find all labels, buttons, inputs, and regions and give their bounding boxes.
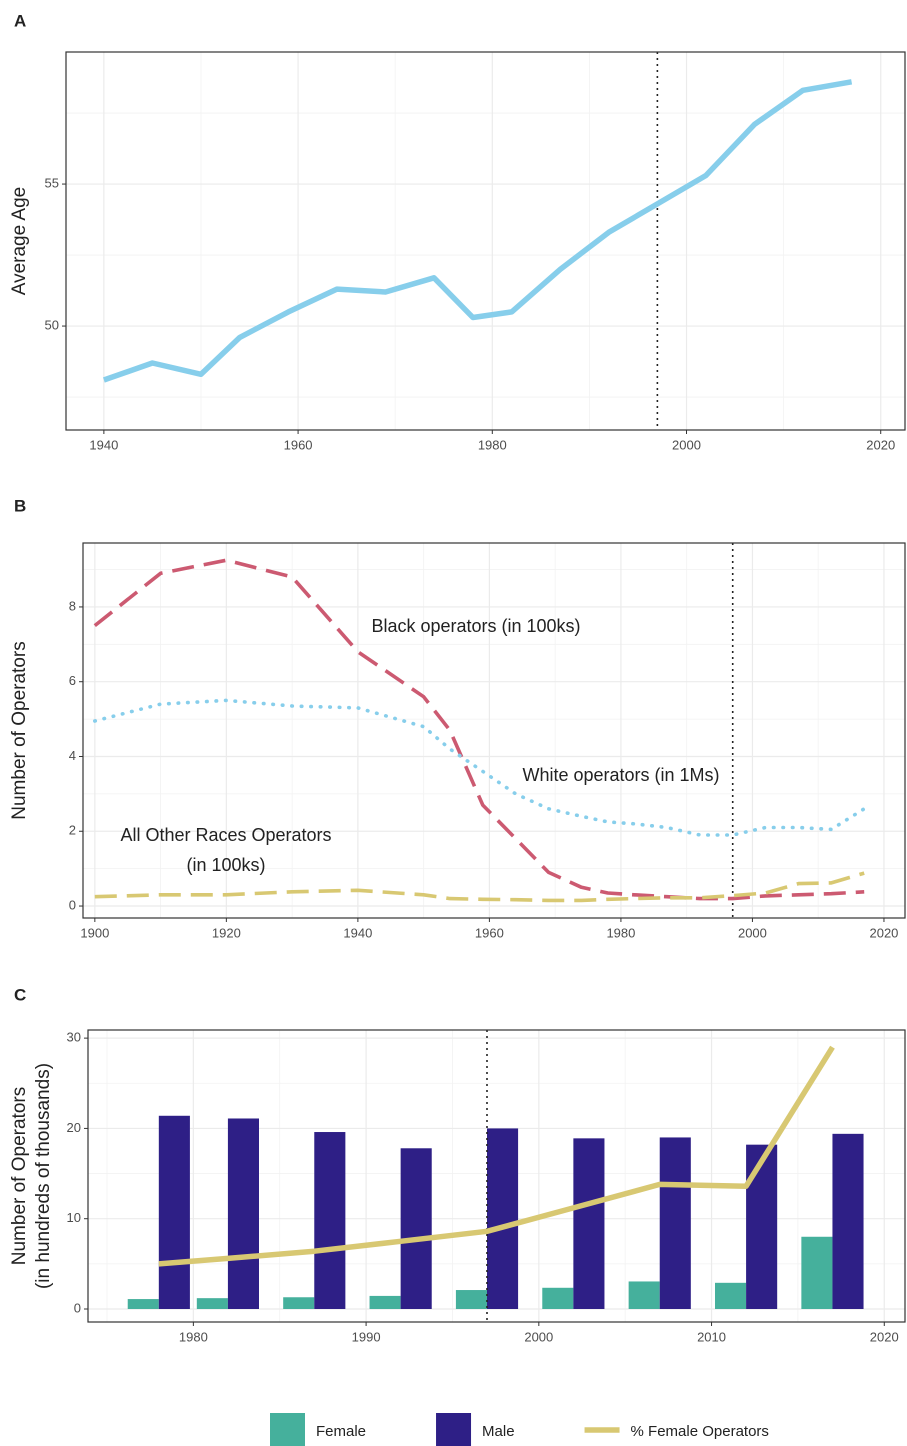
x-tick-label: 1920 [212, 925, 241, 940]
y-tick-label: 30 [67, 1030, 81, 1045]
y-axis-title: Number of Operators [9, 641, 30, 819]
y-tick-label: 50 [45, 317, 59, 332]
bar [196, 1298, 228, 1309]
panel-label: A [14, 11, 26, 30]
bar [455, 1290, 487, 1309]
x-tick-label: 1900 [80, 925, 109, 940]
x-tick-label: 2000 [524, 1329, 553, 1344]
y-axis-title: Number of Operators [9, 1087, 30, 1265]
x-tick-label: 2010 [697, 1329, 726, 1344]
legend-swatch [270, 1413, 305, 1446]
y-tick-label: 2 [69, 823, 76, 838]
bar [369, 1295, 401, 1309]
plot-frame [82, 542, 906, 919]
bar [542, 1287, 574, 1309]
series-line [158, 1045, 835, 1267]
y-tick-label: 0 [69, 897, 76, 912]
x-tick-label: 1940 [343, 925, 372, 940]
x-tick-label: 2020 [869, 925, 898, 940]
x-tick-label: 1980 [478, 437, 507, 452]
x-tick-label: 1960 [284, 437, 313, 452]
bar [487, 1128, 519, 1309]
y-tick-label: 6 [69, 673, 76, 688]
plot-frame [87, 1029, 906, 1323]
x-tick-label: 1960 [475, 925, 504, 940]
bar [314, 1132, 346, 1309]
legend-label: Female [316, 1423, 366, 1440]
y-tick-label: 55 [45, 175, 59, 190]
x-tick-label: 2020 [870, 1329, 899, 1344]
panel-label: B [14, 496, 26, 515]
bar [715, 1282, 747, 1309]
bar [283, 1297, 315, 1309]
y-tick-label: 10 [67, 1210, 81, 1225]
legend-label: % Female Operators [631, 1423, 769, 1440]
annotation: White operators (in 1Ms) [522, 765, 719, 785]
bar [400, 1148, 432, 1309]
bar [227, 1118, 259, 1309]
legend-label: Male [482, 1423, 515, 1440]
x-tick-label: 1990 [352, 1329, 381, 1344]
x-tick-label: 1980 [179, 1329, 208, 1344]
annotation: All Other Races Operators [120, 825, 331, 845]
bar [573, 1138, 605, 1309]
x-tick-label: 1940 [89, 437, 118, 452]
bar [832, 1133, 864, 1309]
bar [801, 1236, 833, 1309]
x-tick-label: 1980 [606, 925, 635, 940]
bar [746, 1144, 778, 1309]
bar [659, 1137, 691, 1309]
y-tick-label: 0 [74, 1300, 81, 1315]
x-tick-label: 2020 [866, 437, 895, 452]
y-tick-label: 8 [69, 598, 76, 613]
legend-swatch [436, 1413, 472, 1446]
bar [628, 1281, 660, 1309]
series-line [93, 558, 865, 901]
plot-background [83, 543, 905, 918]
annotation: (in 100ks) [186, 855, 265, 875]
y-tick-label: 4 [69, 748, 76, 763]
bar [158, 1115, 190, 1309]
y-tick-label: 20 [67, 1120, 81, 1135]
annotation: Black operators (in 100ks) [371, 616, 580, 636]
y-axis-title: (in hundreds of thousands) [33, 1063, 54, 1289]
series-line [94, 871, 865, 903]
series-line [93, 698, 866, 837]
panel-label: C [14, 985, 26, 1004]
y-axis-title: Average Age [9, 187, 30, 295]
x-tick-label: 2000 [738, 925, 767, 940]
x-tick-label: 2000 [672, 437, 701, 452]
bar [127, 1299, 159, 1309]
plot-frame [65, 51, 906, 431]
series-line [102, 79, 853, 383]
